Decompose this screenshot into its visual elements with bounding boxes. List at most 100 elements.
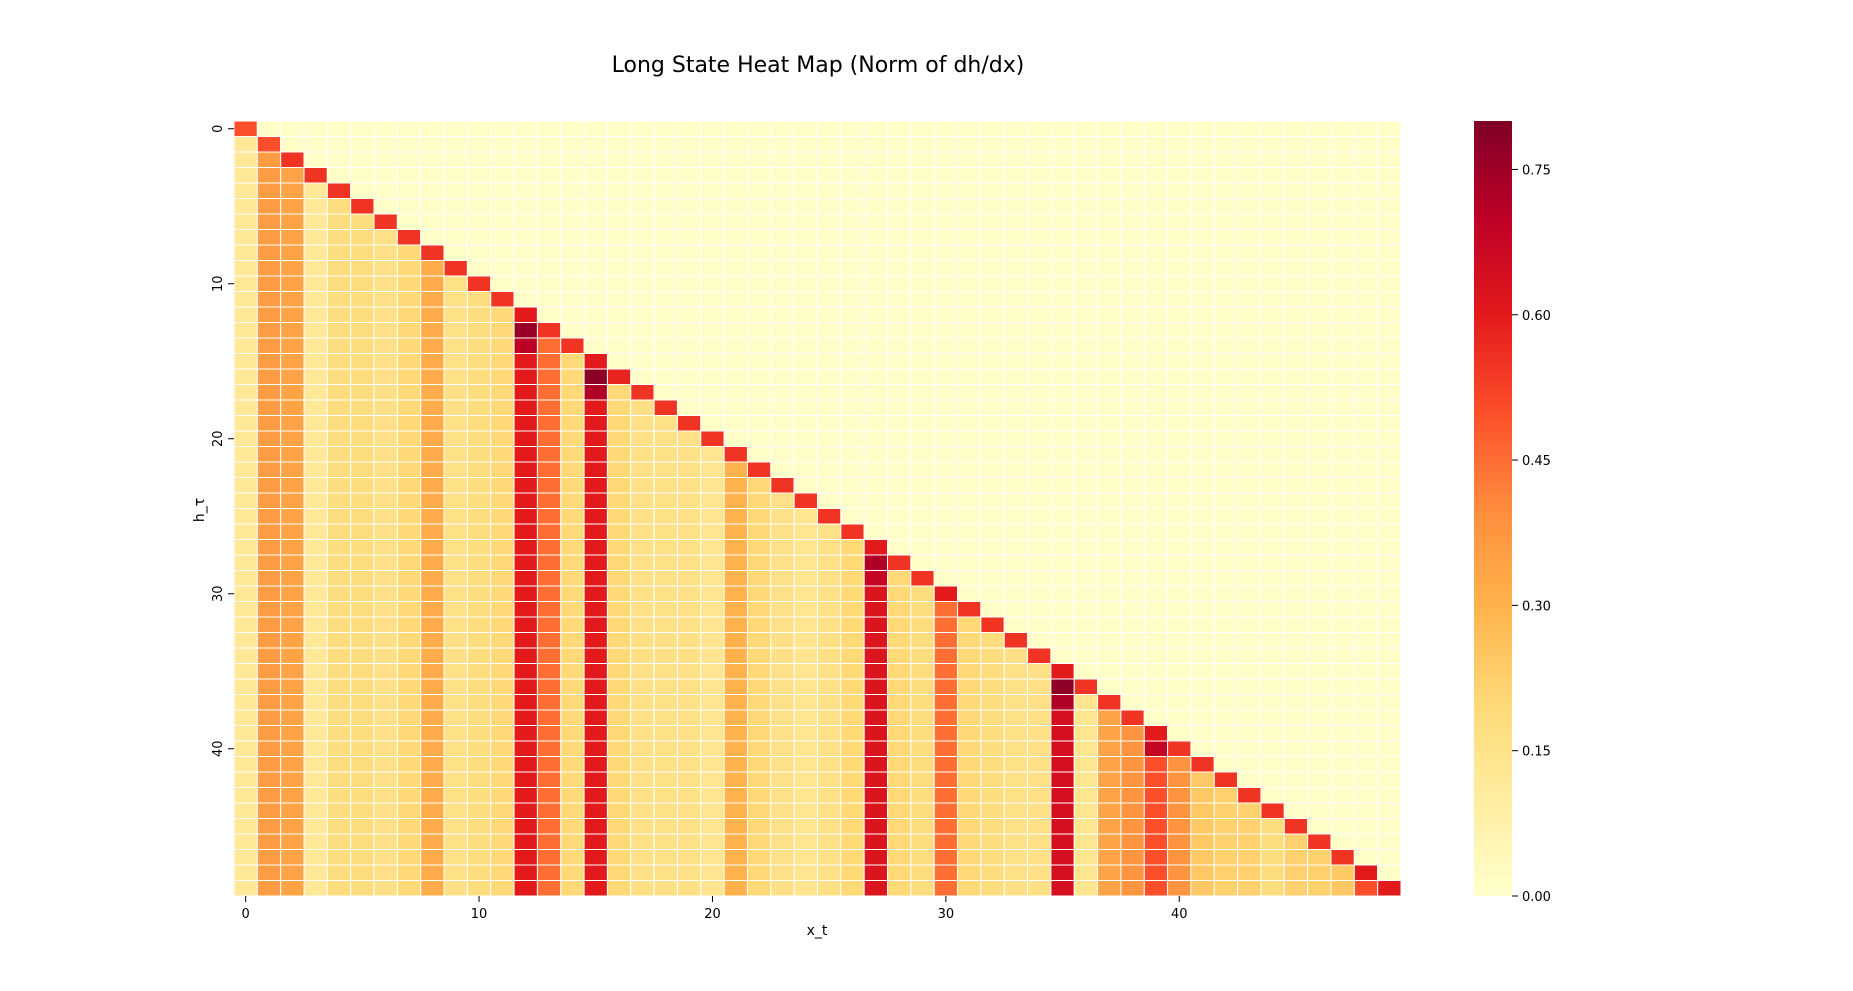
- heatmap-cell: [1050, 523, 1075, 540]
- heatmap-cell: [606, 663, 632, 680]
- heatmap-cell: [1213, 585, 1239, 602]
- heatmap-cell: [770, 337, 795, 354]
- heatmap-cell: [863, 616, 889, 633]
- heatmap-cell: [256, 849, 282, 866]
- heatmap-cell: [1330, 864, 1355, 881]
- heatmap-cell: [700, 585, 725, 602]
- heatmap-cell: [1353, 740, 1379, 757]
- heatmap-cell: [513, 213, 538, 230]
- heatmap-cell: [1213, 570, 1239, 587]
- heatmap-cell: [1307, 616, 1332, 633]
- heatmap-cell: [326, 384, 352, 401]
- heatmap-cell: [1003, 787, 1029, 804]
- heatmap-cell: [1120, 291, 1145, 308]
- heatmap-cell: [1213, 353, 1239, 370]
- heatmap-cell: [1143, 663, 1169, 680]
- heatmap-cell: [887, 647, 912, 664]
- heatmap-cell: [1260, 446, 1285, 463]
- heatmap-cell: [1330, 554, 1355, 571]
- heatmap-cell: [1283, 678, 1309, 695]
- heatmap-cell: [326, 415, 352, 432]
- heatmap-cell: [723, 616, 748, 633]
- heatmap-cell: [1307, 306, 1332, 323]
- heatmap-cell: [583, 244, 608, 261]
- heatmap-cell: [957, 182, 982, 199]
- heatmap-cell: [1353, 647, 1379, 664]
- heatmap-cell: [746, 120, 772, 137]
- heatmap-cell: [1330, 213, 1355, 230]
- heatmap-cell: [840, 554, 865, 571]
- heatmap-cell: [770, 663, 795, 680]
- heatmap-cell: [1143, 430, 1169, 447]
- heatmap-cell: [466, 337, 492, 354]
- heatmap-cell: [1237, 368, 1262, 385]
- heatmap-cell: [770, 120, 795, 137]
- heatmap-cell: [700, 182, 725, 199]
- heatmap-cell: [1330, 663, 1355, 680]
- heatmap-cell: [1353, 694, 1379, 711]
- heatmap-cell: [863, 539, 889, 556]
- heatmap-cell: [606, 833, 632, 850]
- heatmap-cell: [746, 554, 772, 571]
- heatmap-cell: [1353, 554, 1379, 571]
- heatmap-cell: [280, 446, 305, 463]
- heatmap-cell: [420, 399, 445, 416]
- heatmap-cell: [1353, 632, 1379, 649]
- heatmap-cell: [1283, 337, 1309, 354]
- heatmap-cell: [933, 508, 959, 525]
- heatmap-cell: [443, 508, 468, 525]
- heatmap-cell: [1377, 244, 1402, 261]
- heatmap-cell: [933, 337, 959, 354]
- heatmap-cell: [583, 725, 608, 742]
- heatmap-cell: [560, 430, 585, 447]
- heatmap-cell: [676, 275, 702, 292]
- heatmap-cell: [1050, 632, 1075, 649]
- heatmap-cell: [957, 508, 982, 525]
- heatmap-cell: [840, 663, 865, 680]
- heatmap-cell: [490, 306, 515, 323]
- heatmap-cell: [420, 740, 445, 757]
- heatmap-cell: [817, 585, 842, 602]
- heatmap-cell: [630, 740, 655, 757]
- heatmap-cell: [326, 508, 352, 525]
- heatmap-cell: [653, 291, 678, 308]
- heatmap-cell: [1330, 880, 1355, 897]
- heatmap-cell: [466, 647, 492, 664]
- heatmap-cell: [1073, 539, 1099, 556]
- heatmap-cell: [420, 539, 445, 556]
- heatmap-cell: [1237, 709, 1262, 726]
- heatmap-cell: [536, 523, 562, 540]
- heatmap-cell: [1143, 337, 1169, 354]
- heatmap-cell: [840, 601, 865, 618]
- heatmap-cell: [420, 756, 445, 773]
- heatmap-cell: [490, 632, 515, 649]
- heatmap-cell: [1213, 198, 1239, 215]
- heatmap-cell: [1307, 694, 1332, 711]
- heatmap-cell: [1190, 880, 1215, 897]
- heatmap-cell: [980, 539, 1005, 556]
- heatmap-cell: [746, 647, 772, 664]
- heatmap-cell: [1003, 430, 1029, 447]
- heatmap-cell: [303, 120, 328, 137]
- heatmap-cell: [396, 678, 422, 695]
- heatmap-cell: [513, 585, 538, 602]
- heatmap-cell: [373, 787, 398, 804]
- heatmap-cell: [746, 415, 772, 432]
- heatmap-cell: [583, 182, 608, 199]
- heatmap-cell: [303, 616, 328, 633]
- heatmap-cell: [933, 477, 959, 494]
- heatmap-cell: [536, 632, 562, 649]
- heatmap-cell: [1283, 198, 1309, 215]
- heatmap-cell: [700, 616, 725, 633]
- heatmap-cell: [770, 260, 795, 277]
- heatmap-cell: [676, 740, 702, 757]
- heatmap-cell: [396, 306, 422, 323]
- heatmap-cell: [1307, 260, 1332, 277]
- heatmap-cell: [350, 678, 375, 695]
- heatmap-cell: [1167, 213, 1192, 230]
- heatmap-cell: [840, 260, 865, 277]
- heatmap-cell: [280, 399, 305, 416]
- heatmap-cell: [1097, 725, 1122, 742]
- heatmap-cell: [560, 198, 585, 215]
- heatmap-cell: [303, 322, 328, 339]
